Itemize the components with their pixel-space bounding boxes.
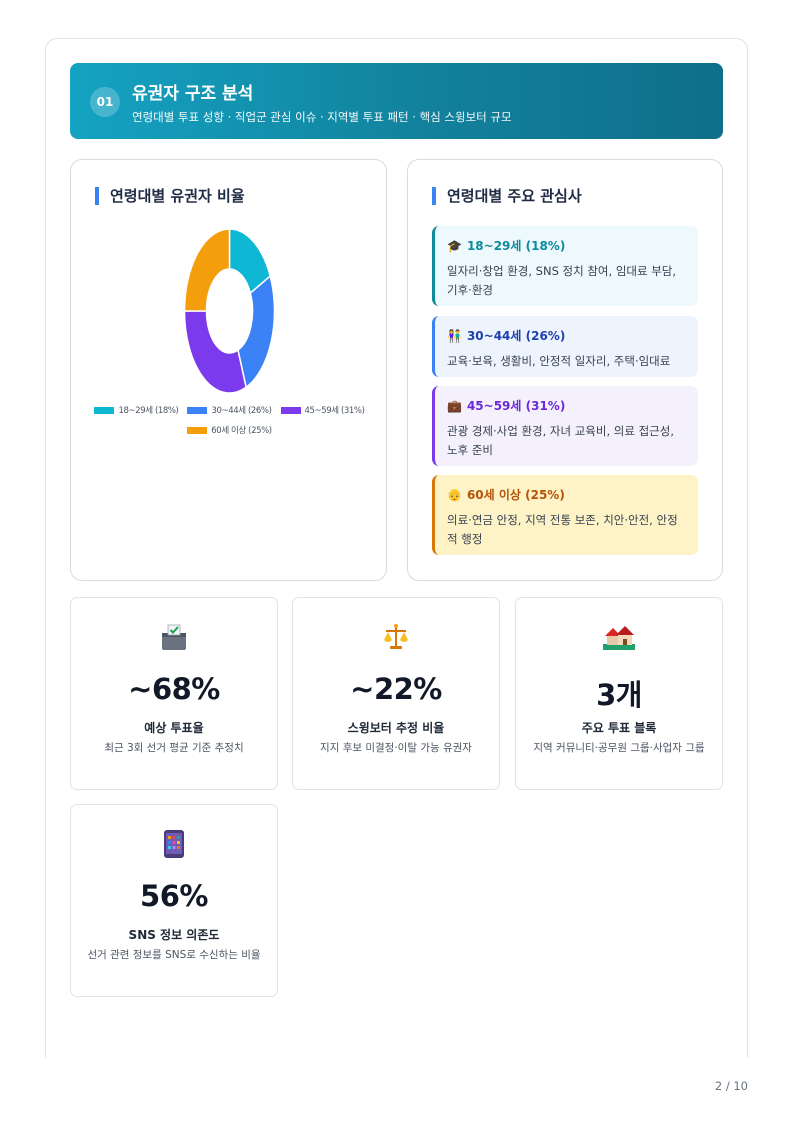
stat-value: ~22%	[350, 672, 442, 706]
graduation-cap-icon: 🎓	[447, 238, 462, 253]
stat-card-sns-reliance: 56% SNS 정보 의존도 선거 관련 정보를 SNS로 수신하는 비율	[70, 804, 278, 997]
stat-description: 지지 후보 미결정·이탈 가능 유권자	[320, 742, 472, 754]
legend-swatch	[280, 406, 301, 414]
legend-item: 30~44세 (26%)	[187, 404, 272, 416]
legend-label: 60세 이상 (25%)	[211, 426, 272, 436]
age-interests-panel: 연령대별 주요 관심사 🎓 18~29세 (18%) 일자리·창업 환경, SN…	[407, 159, 723, 581]
interest-card-60-plus: 👴 60세 이상 (25%) 의료·연금 안정, 지역 전통 보존, 치안·안전…	[432, 475, 698, 555]
stat-label: 스윙보터 추정 비율	[347, 721, 445, 735]
age-donut-chart	[183, 228, 276, 394]
age-distribution-panel: 연령대별 유권자 비율 18~29세 (18%) 30~44세 (26%) 45…	[70, 159, 387, 581]
houses-icon	[516, 622, 722, 654]
interest-heading: 60세 이상 (25%)	[466, 488, 565, 502]
stat-description: 최근 3회 선거 평균 기준 추정치	[104, 742, 244, 754]
stat-description: 선거 관련 정보를 SNS로 수신하는 비율	[87, 949, 261, 961]
donut-slice-1	[237, 274, 276, 389]
legend-label: 45~59세 (31%)	[304, 406, 365, 416]
interest-text: 의료·연금 안정, 지역 전통 보존, 치안·안전, 안정적 행정	[447, 513, 678, 546]
stat-card-voting-blocks: 3개 주요 투표 블록 지역 커뮤니티·공무원 그룹·사업자 그룹	[515, 597, 723, 790]
stat-value: ~68%	[128, 672, 220, 706]
legend-label: 18~29세 (18%)	[118, 406, 179, 416]
stat-label: 예상 투표율	[144, 721, 204, 735]
page-number: 2 / 10	[714, 1079, 748, 1093]
interest-text: 일자리·창업 환경, SNS 정치 참여, 임대료 부담, 기후·환경	[447, 264, 677, 297]
stat-description: 지역 커뮤니티·공무원 그룹·사업자 그룹	[533, 742, 705, 754]
donut-slice-3	[183, 228, 231, 312]
stat-card-turnout: ~68% 예상 투표율 최근 3회 선거 평균 기준 추정치	[70, 597, 278, 790]
interest-card-18-29: 🎓 18~29세 (18%) 일자리·창업 환경, SNS 정치 참여, 임대료…	[432, 226, 698, 306]
stat-card-swing-voters: ~22% 스윙보터 추정 비율 지지 후보 미결정·이탈 가능 유권자	[292, 597, 500, 790]
interest-text: 교육·보육, 생활비, 안정적 일자리, 주택·임대료	[447, 354, 671, 368]
section-number-badge: 01	[90, 87, 120, 117]
legend-item: 45~59세 (31%)	[280, 404, 365, 416]
interest-text: 관광 경제·사업 환경, 자녀 교육비, 의료 접근성, 노후 준비	[447, 424, 674, 457]
section-title: 유권자 구조 분석	[132, 84, 254, 104]
section-subtitle: 연령대별 투표 성향 · 직업군 관심 이슈 · 지역별 투표 패턴 · 핵심 …	[132, 110, 512, 124]
stat-label: 주요 투표 블록	[581, 721, 657, 735]
chart-legend: 18~29세 (18%) 30~44세 (26%) 45~59세 (31%) 6…	[71, 404, 388, 444]
stat-value: 3개	[596, 678, 642, 712]
interests-panel-title: 연령대별 주요 관심사	[432, 187, 582, 205]
stat-label: SNS 정보 의존도	[128, 928, 220, 942]
family-icon: 👫	[447, 328, 462, 343]
elder-icon: 👴	[447, 487, 462, 502]
page-frame	[45, 38, 748, 1058]
interest-card-30-44: 👫 30~44세 (26%) 교육·보육, 생활비, 안정적 일자리, 주택·임…	[432, 316, 698, 377]
legend-swatch	[187, 406, 208, 414]
legend-swatch	[187, 426, 208, 434]
scales-icon	[293, 622, 499, 654]
ballot-box-icon	[71, 622, 277, 654]
briefcase-icon: 💼	[447, 398, 462, 413]
legend-label: 30~44세 (26%)	[211, 406, 272, 416]
interest-heading: 18~29세 (18%)	[466, 239, 566, 253]
legend-swatch	[94, 406, 115, 414]
stat-value: 56%	[140, 879, 208, 913]
section-header: 01 유권자 구조 분석 연령대별 투표 성향 · 직업군 관심 이슈 · 지역…	[70, 63, 723, 139]
donut-slice-2	[183, 310, 247, 394]
interest-heading: 30~44세 (26%)	[466, 329, 566, 343]
interest-card-45-59: 💼 45~59세 (31%) 관광 경제·사업 환경, 자녀 교육비, 의료 접…	[432, 386, 698, 466]
legend-item: 18~29세 (18%)	[94, 404, 179, 416]
smartphone-icon	[71, 829, 277, 861]
chart-panel-title: 연령대별 유권자 비율	[95, 187, 245, 205]
legend-item: 60세 이상 (25%)	[187, 424, 272, 436]
interest-heading: 45~59세 (31%)	[466, 399, 566, 413]
